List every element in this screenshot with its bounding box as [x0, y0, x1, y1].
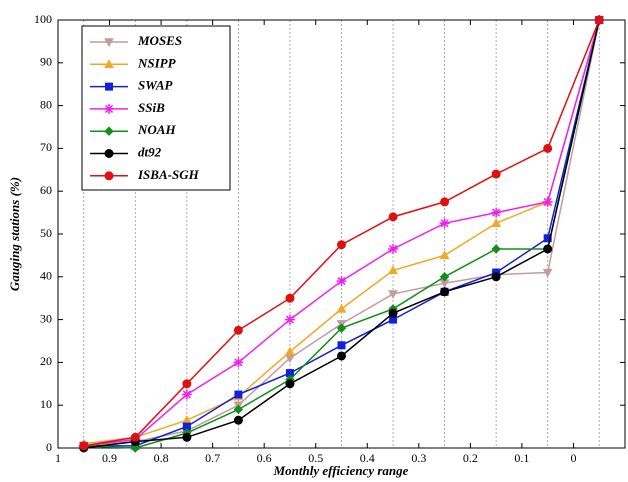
y-tick-label: 90: [40, 55, 52, 69]
marker: [337, 341, 346, 350]
marker: [542, 196, 553, 207]
marker: [336, 323, 347, 333]
y-axis-label: Gauging stations (%): [7, 177, 22, 291]
x-tick-label: 0.4: [360, 451, 375, 465]
marker: [336, 276, 347, 287]
marker: [182, 379, 192, 389]
x-tick-label: 0.5: [308, 451, 323, 465]
y-tick-label: 40: [40, 269, 52, 283]
marker: [104, 149, 114, 158]
marker: [285, 346, 295, 356]
marker: [130, 443, 141, 453]
y-tick-label: 70: [40, 140, 52, 154]
marker: [285, 379, 295, 389]
marker: [233, 325, 243, 335]
marker: [388, 265, 398, 275]
legend-label: SWAP: [138, 78, 173, 93]
marker: [105, 82, 113, 91]
marker: [233, 404, 244, 415]
plot-frame: [57, 19, 626, 449]
y-tick-label: 30: [40, 311, 52, 325]
marker: [336, 303, 347, 313]
marker: [182, 415, 192, 424]
marker: [233, 357, 244, 368]
legend-label: SSiB: [138, 100, 165, 115]
legend-box: [81, 25, 231, 191]
x-tick-label: 0.6: [257, 451, 272, 465]
marker: [543, 143, 553, 153]
x-tick-label: 0.1: [514, 451, 529, 465]
marker: [543, 244, 553, 254]
x-tick-label: 0.7: [205, 451, 220, 465]
legend-label: NOAH: [137, 122, 176, 137]
y-tick-label: 10: [40, 397, 52, 411]
marker: [130, 432, 140, 442]
marker: [104, 171, 114, 181]
marker: [439, 218, 450, 229]
marker: [233, 415, 243, 425]
marker: [285, 293, 295, 303]
marker: [491, 244, 501, 254]
y-tick-label: 0: [46, 440, 52, 454]
marker: [491, 207, 502, 218]
marker: [284, 314, 295, 325]
x-tick-label: 0.8: [154, 451, 169, 465]
marker: [79, 441, 89, 451]
legend-label: dt92: [138, 144, 162, 159]
marker: [594, 15, 604, 25]
marker: [440, 197, 450, 207]
marker: [182, 432, 192, 442]
y-tick-label: 80: [40, 97, 52, 111]
legend: MOSES NSIPP SWAP SSiB NOAH dt92 ISBA-SGH: [81, 25, 231, 191]
marker: [439, 272, 450, 282]
marker: [104, 59, 114, 68]
x-tick-label: 0: [570, 451, 576, 465]
x-axis-label: Monthly efficiency range: [273, 463, 409, 478]
marker: [104, 103, 114, 114]
x-tick-label: 0.9: [102, 451, 117, 465]
marker: [181, 389, 192, 400]
marker: [491, 272, 501, 282]
y-tick-label: 100: [34, 12, 52, 26]
y-tick-label: 50: [40, 226, 52, 240]
legend-label: NSIPP: [137, 55, 177, 70]
marker: [104, 126, 114, 136]
x-tick-label: 1: [55, 451, 61, 465]
marker: [491, 169, 501, 179]
marker: [388, 290, 398, 299]
legend-label: ISBA-SGH: [137, 167, 200, 182]
marker: [104, 38, 114, 48]
y-tick-label: 20: [40, 354, 52, 368]
y-tick-label: 60: [40, 183, 52, 197]
marker: [388, 212, 398, 222]
x-tick-label: 0.2: [463, 451, 478, 465]
marker: [439, 250, 450, 260]
marker: [542, 268, 553, 278]
marker: [440, 287, 450, 297]
marker: [388, 243, 399, 254]
marker: [337, 351, 346, 361]
marker: [543, 234, 552, 243]
marker: [491, 218, 501, 227]
marker: [234, 390, 243, 399]
marker: [337, 240, 346, 250]
marker: [388, 308, 398, 318]
x-tick-label: 0.3: [411, 451, 426, 465]
legend-label: MOSES: [137, 33, 182, 48]
